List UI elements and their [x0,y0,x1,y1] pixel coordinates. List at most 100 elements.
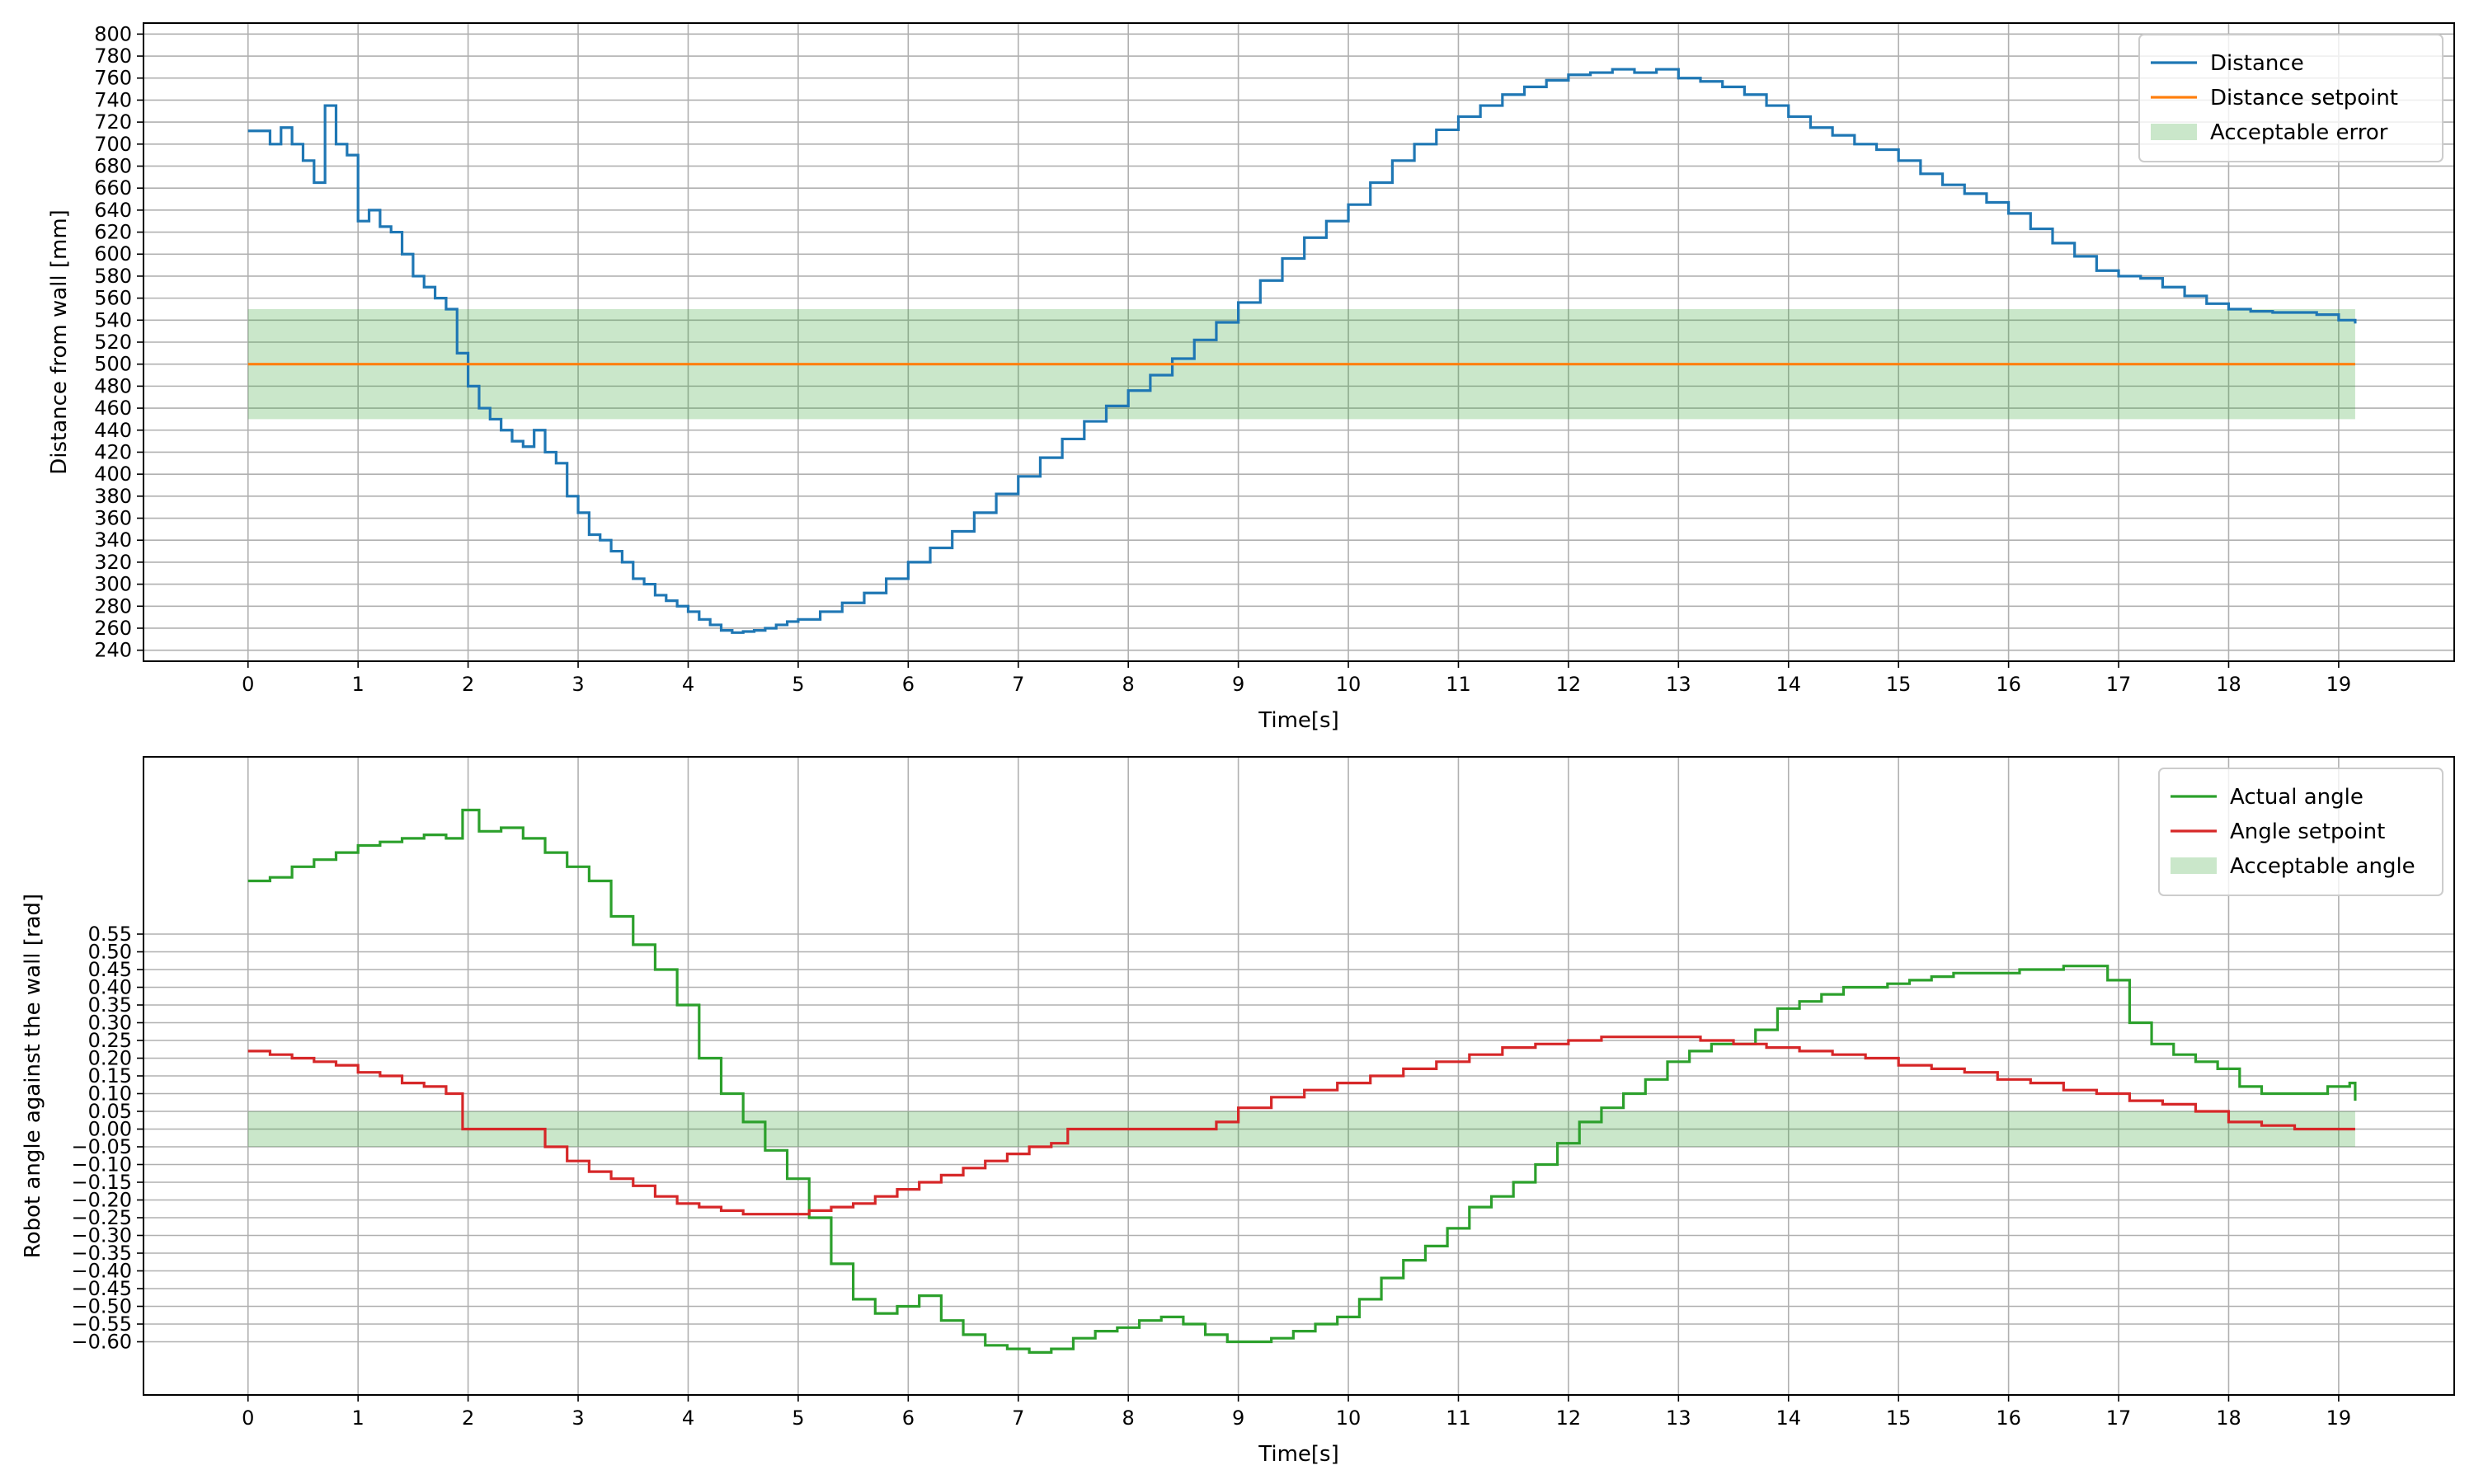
distance-chart-x-tick-label: 6 [902,673,915,696]
angle-chart-x-tick-label: 18 [2216,1407,2241,1430]
distance-chart-y-tick-label: 500 [94,353,132,376]
distance-chart-x-tick-label: 10 [1336,673,1362,696]
distance-chart-x-ticks: 0 1 2 3 4 5 6 7 8 9 10 11 12 13 14 15 16 17 18 19 [242,661,2351,696]
angle-chart-x-tick-label: 0 [242,1407,254,1430]
distance-chart-y-tick-label: 260 [94,617,132,640]
distance-chart-y-tick-label: 480 [94,374,132,397]
distance-chart-x-tick-label: 1 [352,673,365,696]
angle-chart-y-tick-label: −0.35 [71,1242,132,1265]
angle-chart-x-tick-label: 1 [352,1407,365,1430]
angle-chart-y-tick-label: 0.35 [88,993,132,1017]
distance-chart-y-tick-label: 580 [94,265,132,288]
distance-chart-y-tick-label: 760 [94,67,132,90]
angle-chart-x-tick-label: 2 [462,1407,474,1430]
angle-chart-x-tick-label: 3 [571,1407,584,1430]
distance-chart-x-tick-label: 14 [1776,673,1801,696]
angle-chart-y-tick-label: 0.20 [88,1047,132,1070]
distance-chart-x-tick-label: 17 [2106,673,2132,696]
distance-chart-y-tick-label: 560 [94,287,132,310]
distance-chart-y-tick-label: 620 [94,221,132,244]
angle-chart-y-tick-label: 0.55 [88,923,132,946]
angle-chart-x-tick-label: 13 [1666,1407,1691,1430]
angle-chart-y-tick-label: 0.15 [88,1064,132,1087]
distance-chart-y-tick-label: 420 [94,440,132,463]
angle-chart-panel: 0 1 2 3 4 5 6 7 8 9 10 11 12 13 14 15 16 17 18 19 0.550.500… [21,756,2455,1467]
distance-chart-y-ticks: 2402602803003203403603804004204404604805… [94,22,143,662]
angle-chart-x-tick-label: 14 [1776,1407,1801,1430]
distance-chart-y-tick-label: 800 [94,22,132,45]
angle-chart-series-line-actual-angle [247,808,2357,1354]
distance-chart-panel: 0 1 2 3 4 5 6 7 8 9 10 11 12 13 14 15 16 17 18 19 240260280… [47,22,2455,733]
angle-chart-x-tick-label: 9 [1232,1407,1244,1430]
distance-chart-x-tick-label: 3 [571,673,584,696]
angle-chart-x-tick-label: 10 [1336,1407,1362,1430]
angle-chart-y-tick-label: −0.55 [71,1313,132,1336]
distance-chart-y-tick-label: 660 [94,176,132,200]
angle-chart-x-tick-label: 6 [902,1407,915,1430]
distance-chart-y-tick-label: 400 [94,463,132,486]
distance-chart-y-tick-label: 340 [94,528,132,552]
angle-chart-grid [143,757,2454,1395]
angle-chart-y-tick-label: −0.10 [71,1153,132,1176]
angle-chart-y-tick-label: −0.25 [71,1206,132,1229]
angle-chart-acceptable-band [247,1111,2355,1147]
angle-chart-y-tick-label: 0.10 [88,1082,132,1106]
distance-chart-grid [143,23,2454,661]
distance-chart-x-tick-label: 0 [242,673,254,696]
angle-chart-x-tick-label: 19 [2326,1407,2352,1430]
distance-chart-legend-label: Distance [2210,51,2304,76]
angle-chart-plot [247,808,2357,1354]
angle-chart-y-ticks: 0.550.500.450.400.350.300.250.200.150.10… [71,923,143,1354]
distance-chart-y-tick-label: 700 [94,133,132,156]
angle-chart-x-tick-label: 4 [682,1407,694,1430]
angle-chart-y-tick-label: 0.40 [88,976,132,999]
angle-chart-legend: Actual angle Angle setpoint Acceptable ang… [2158,768,2443,896]
distance-chart-legend-label: Distance setpoint [2210,86,2398,110]
distance-chart-legend: Distance Distance setpoint Acceptable erro… [2138,34,2443,162]
distance-chart-x-tick-label: 2 [462,673,474,696]
distance-chart-y-tick-label: 540 [94,308,132,331]
distance-chart-x-tick-label: 16 [1996,673,2021,696]
angle-chart-legend-label: Acceptable angle [2230,854,2415,879]
distance-chart-y-tick-label: 360 [94,507,132,530]
angle-chart-y-tick-label: −0.05 [71,1135,132,1158]
distance-chart-y-tick-label: 600 [94,242,132,265]
distance-chart-y-tick-label: 440 [94,419,132,442]
distance-chart-y-tick-label: 640 [94,199,132,222]
distance-chart-x-tick-label: 18 [2216,673,2241,696]
angle-chart-y-tick-label: 0.00 [88,1118,132,1141]
distance-chart-x-tick-label: 11 [1446,673,1471,696]
angle-chart-y-tick-label: 0.50 [88,941,132,964]
angle-chart-x-tick-label: 11 [1446,1407,1471,1430]
distance-chart-x-tick-label: 12 [1556,673,1582,696]
angle-chart-y-tick-label: 0.30 [88,1012,132,1035]
angle-chart-y-tick-label: −0.20 [71,1189,132,1212]
distance-chart-x-tick-label: 15 [1886,673,1912,696]
distance-chart-y-tick-label: 240 [94,639,132,662]
distance-chart-y-tick-label: 460 [94,397,132,420]
distance-chart-y-tick-label: 720 [94,110,132,134]
distance-chart-y-tick-label: 300 [94,573,132,596]
angle-chart-y-tick-label: 0.45 [88,958,132,981]
angle-chart-series-line-angle-setpoint [247,1036,2355,1216]
distance-chart-y-tick-label: 280 [94,594,132,618]
distance-chart-y-tick-label: 680 [94,154,132,177]
distance-chart-x-tick-label: 4 [682,673,694,696]
distance-chart-y-tick-label: 740 [94,88,132,111]
angle-chart-x-tick-label: 17 [2106,1407,2132,1430]
angle-chart-x-tick-label: 8 [1122,1407,1135,1430]
angle-chart-legend-box [2158,768,2443,896]
angle-chart-y-tick-label: 0.05 [88,1100,132,1123]
distance-chart-y-tick-label: 780 [94,45,132,68]
angle-chart-legend-label: Angle setpoint [2230,819,2385,844]
distance-chart-x-tick-label: 13 [1666,673,1691,696]
distance-chart-x-tick-label: 8 [1122,673,1135,696]
angle-chart-y-tick-label: −0.30 [71,1224,132,1247]
distance-chart-series-line-distance [247,68,2357,634]
angle-chart-x-ticks: 0 1 2 3 4 5 6 7 8 9 10 11 12 13 14 15 16 17 18 19 [242,1395,2351,1430]
angle-chart-legend-swatch [2171,857,2217,874]
angle-chart-x-tick-label: 12 [1556,1407,1582,1430]
distance-chart-y-tick-label: 380 [94,485,132,508]
distance-chart-x-tick-label: 7 [1012,673,1024,696]
